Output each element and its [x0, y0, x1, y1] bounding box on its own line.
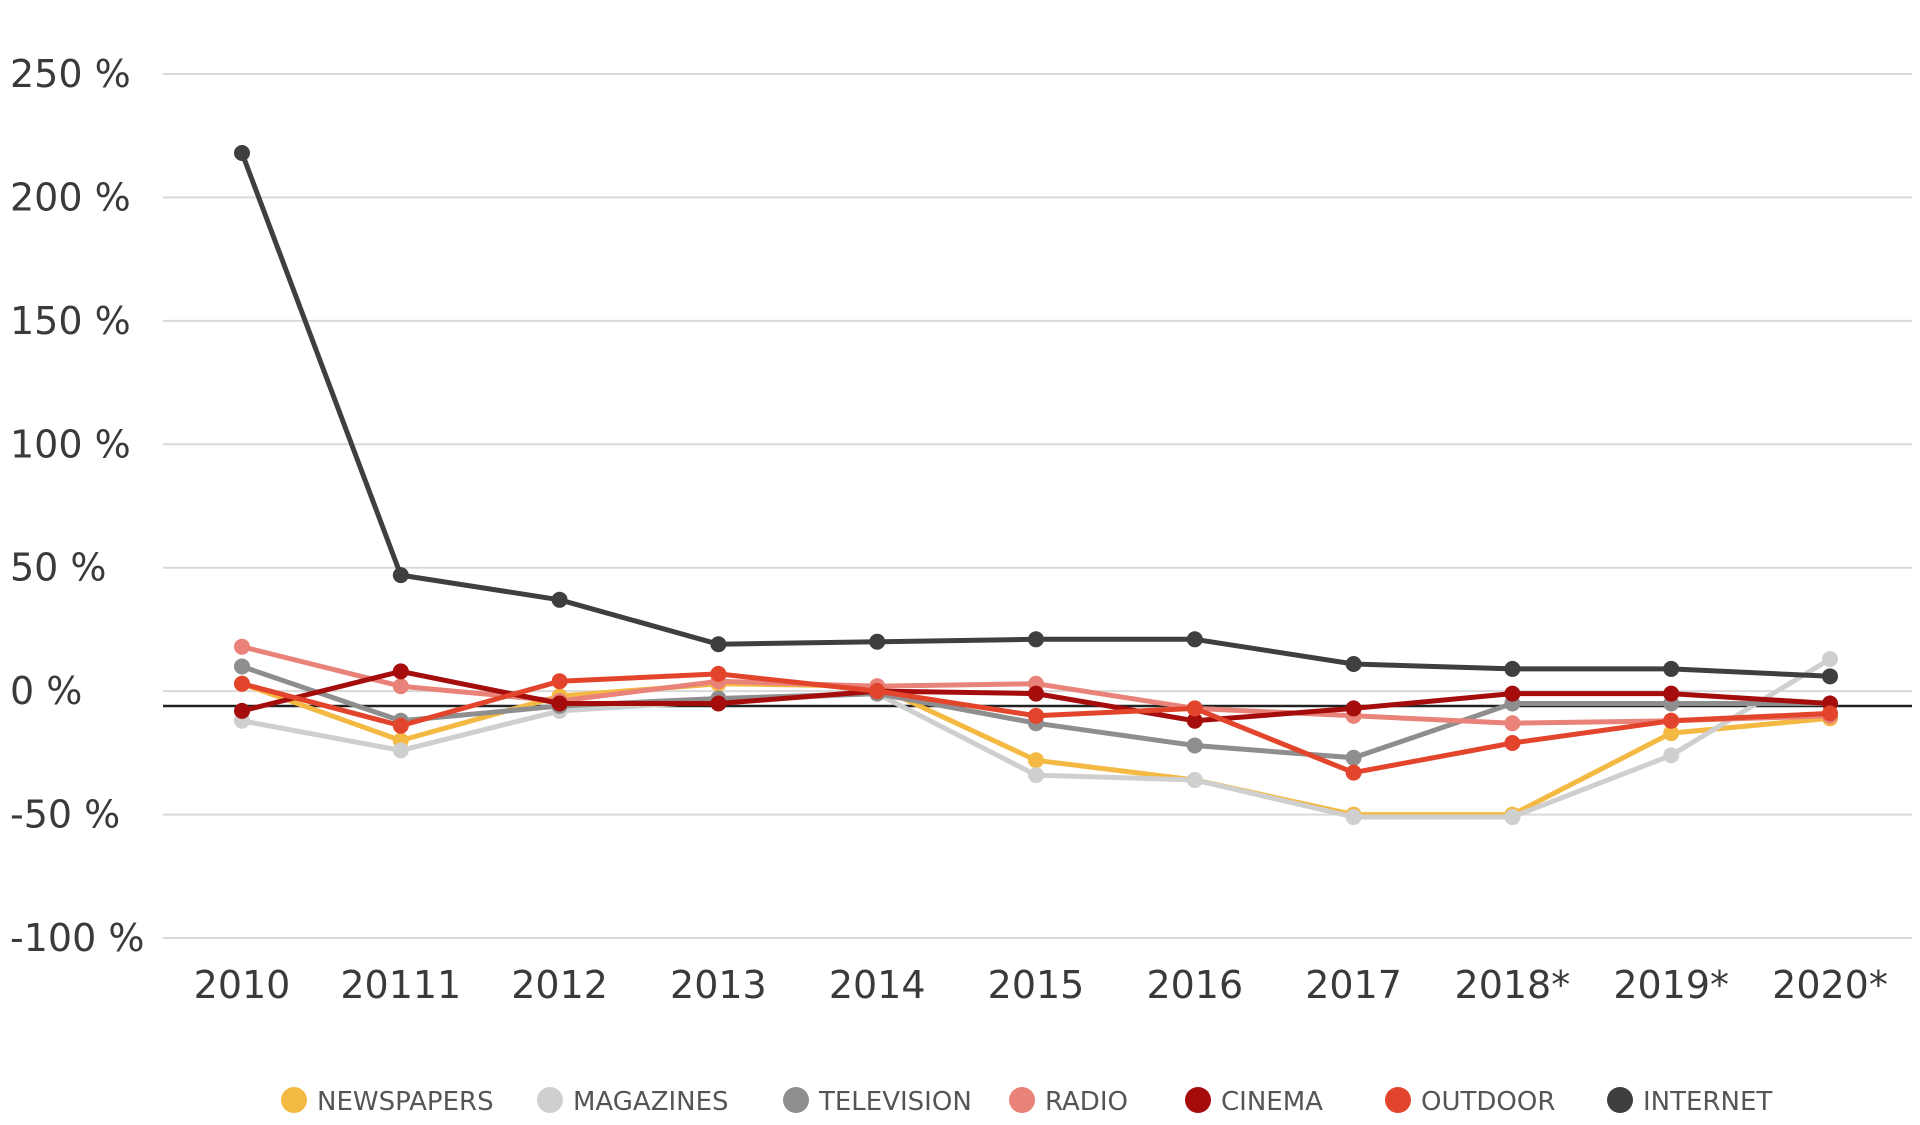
data-point-internet — [1504, 660, 1521, 677]
data-point-magazines — [1504, 809, 1521, 826]
data-point-outdoor — [1663, 712, 1680, 729]
legend-item-newspapers: NEWSPAPERS — [281, 1087, 494, 1117]
data-point-outdoor — [234, 675, 250, 692]
x-tick-label: 2019* — [1613, 963, 1729, 1007]
data-point-cinema — [1504, 685, 1521, 702]
data-point-outdoor — [710, 665, 727, 682]
legend-marker — [783, 1087, 809, 1113]
data-point-outdoor — [1028, 707, 1044, 724]
data-point-internet — [1345, 655, 1362, 672]
data-point-outdoor — [1345, 764, 1362, 781]
data-point-television — [1345, 749, 1362, 766]
data-point-radio — [392, 678, 409, 695]
data-point-internet — [1028, 631, 1044, 648]
y-tick-label: 250 % — [10, 52, 131, 96]
data-point-magazines — [1028, 767, 1044, 784]
y-tick-label: 50 % — [10, 546, 107, 590]
y-tick-label: -100 % — [10, 916, 144, 960]
legend-item-radio: RADIO — [1009, 1087, 1128, 1117]
data-point-television — [234, 658, 250, 675]
data-point-cinema — [1028, 685, 1044, 702]
data-point-internet — [1822, 668, 1838, 685]
data-point-newspapers — [1028, 752, 1044, 769]
legend-label: INTERNET — [1643, 1087, 1772, 1117]
x-tick-label: 2013 — [670, 963, 767, 1007]
series-internet — [234, 144, 1838, 685]
legend-label: RADIO — [1045, 1087, 1128, 1117]
x-tick-label: 2012 — [511, 963, 608, 1007]
x-tick-label: 2018* — [1455, 963, 1571, 1007]
data-point-television — [1186, 737, 1203, 754]
series-line-internet — [239, 150, 1833, 679]
data-point-outdoor — [1186, 700, 1203, 717]
data-point-magazines — [392, 742, 409, 759]
y-tick-label: -50 % — [10, 793, 120, 837]
y-tick-label: 100 % — [10, 422, 131, 466]
data-point-cinema — [710, 695, 727, 712]
data-point-internet — [234, 144, 250, 161]
legend-marker — [281, 1087, 307, 1113]
legend-marker — [1009, 1087, 1035, 1113]
legend-item-magazines: MAGAZINES — [537, 1087, 729, 1117]
data-point-magazines — [1186, 772, 1203, 789]
legend-item-internet: INTERNET — [1607, 1087, 1772, 1117]
data-point-cinema — [1345, 700, 1362, 717]
legend-label: CINEMA — [1221, 1087, 1323, 1117]
gridlines — [163, 73, 1912, 939]
data-point-magazines — [1345, 809, 1362, 826]
data-point-internet — [551, 591, 568, 608]
legend-marker — [1385, 1087, 1411, 1113]
legend-label: TELEVISION — [818, 1087, 972, 1117]
data-point-outdoor — [1822, 705, 1838, 722]
legend-item-cinema: CINEMA — [1185, 1087, 1323, 1117]
x-tick-label: 2015 — [988, 963, 1085, 1007]
data-point-cinema — [551, 695, 568, 712]
x-tick-label: 2016 — [1146, 963, 1243, 1007]
data-point-cinema — [234, 702, 250, 719]
legend-item-television: TELEVISION — [783, 1087, 972, 1117]
data-point-cinema — [1186, 712, 1203, 729]
legend-marker — [1185, 1087, 1211, 1113]
data-point-cinema — [1663, 685, 1680, 702]
data-point-internet — [392, 567, 409, 584]
data-point-magazines — [1822, 651, 1838, 668]
data-point-internet — [710, 636, 727, 653]
legend-label: OUTDOOR — [1421, 1087, 1555, 1117]
legend-marker — [537, 1087, 563, 1113]
data-point-radio — [1504, 715, 1521, 732]
data-point-internet — [1186, 631, 1203, 648]
x-tick-label: 20111 — [340, 963, 461, 1007]
x-tick-label: 2010 — [194, 963, 291, 1007]
data-point-outdoor — [551, 673, 568, 690]
data-point-cinema — [392, 663, 409, 680]
data-point-outdoor — [392, 717, 409, 734]
data-point-outdoor — [869, 683, 886, 700]
data-point-internet — [869, 633, 886, 650]
data-point-newspapers — [1663, 725, 1680, 742]
legend-item-outdoor: OUTDOOR — [1385, 1087, 1555, 1117]
y-tick-label: 200 % — [10, 175, 131, 219]
y-axis-tick-labels: 250 % 200 % 150 % 100 % 50 % 0 % -50 % -100 % — [10, 52, 144, 960]
legend-marker — [1607, 1087, 1633, 1113]
data-point-internet — [1663, 660, 1680, 677]
data-point-radio — [234, 638, 250, 655]
series-lines — [234, 144, 1838, 826]
x-axis-tick-labels: 2010 20111 2012 2013 2014 2015 2016 2017 2018* 20… — [194, 963, 1888, 1007]
x-tick-label: 2014 — [829, 963, 926, 1007]
legend-label: NEWSPAPERS — [317, 1087, 494, 1117]
series-magazines — [234, 651, 1838, 826]
legend: NEWSPAPERS MAGAZINES TELEVISION RADIO CINEMA… — [281, 1087, 1772, 1117]
data-point-outdoor — [1504, 734, 1521, 751]
x-tick-label: 2017 — [1305, 963, 1402, 1007]
data-point-magazines — [1663, 747, 1680, 764]
legend-label: MAGAZINES — [573, 1087, 729, 1117]
y-tick-label: 150 % — [10, 299, 131, 343]
x-tick-label: 2020* — [1772, 963, 1888, 1007]
series-outdoor — [234, 665, 1838, 781]
y-tick-label: 0 % — [10, 669, 82, 713]
